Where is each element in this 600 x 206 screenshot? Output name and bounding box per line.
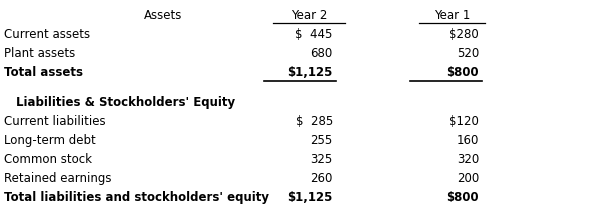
Text: $1,125: $1,125 — [287, 191, 333, 204]
Text: Liabilities & Stockholders' Equity: Liabilities & Stockholders' Equity — [16, 96, 235, 109]
Text: Current assets: Current assets — [4, 28, 91, 41]
Text: 320: 320 — [457, 153, 479, 166]
Text: Current liabilities: Current liabilities — [4, 115, 106, 128]
Text: 520: 520 — [457, 47, 479, 60]
Text: Total liabilities and stockholders' equity: Total liabilities and stockholders' equi… — [4, 191, 269, 204]
Text: $  445: $ 445 — [295, 28, 333, 41]
Text: Plant assets: Plant assets — [4, 47, 76, 60]
Text: $120: $120 — [449, 115, 479, 128]
Text: 160: 160 — [457, 134, 479, 147]
Text: Long-term debt: Long-term debt — [4, 134, 96, 147]
Text: Assets: Assets — [143, 9, 182, 22]
Text: Year 2: Year 2 — [291, 9, 327, 22]
Text: $280: $280 — [449, 28, 479, 41]
Text: 680: 680 — [311, 47, 333, 60]
Text: 255: 255 — [311, 134, 333, 147]
Text: $800: $800 — [446, 66, 479, 79]
Text: 260: 260 — [310, 172, 333, 185]
Text: Total assets: Total assets — [4, 66, 83, 79]
Text: $  285: $ 285 — [296, 115, 333, 128]
Text: 325: 325 — [311, 153, 333, 166]
Text: Year 1: Year 1 — [434, 9, 470, 22]
Text: $1,125: $1,125 — [287, 66, 333, 79]
Text: 200: 200 — [457, 172, 479, 185]
Text: Common stock: Common stock — [4, 153, 92, 166]
Text: $800: $800 — [446, 191, 479, 204]
Text: Retained earnings: Retained earnings — [4, 172, 112, 185]
